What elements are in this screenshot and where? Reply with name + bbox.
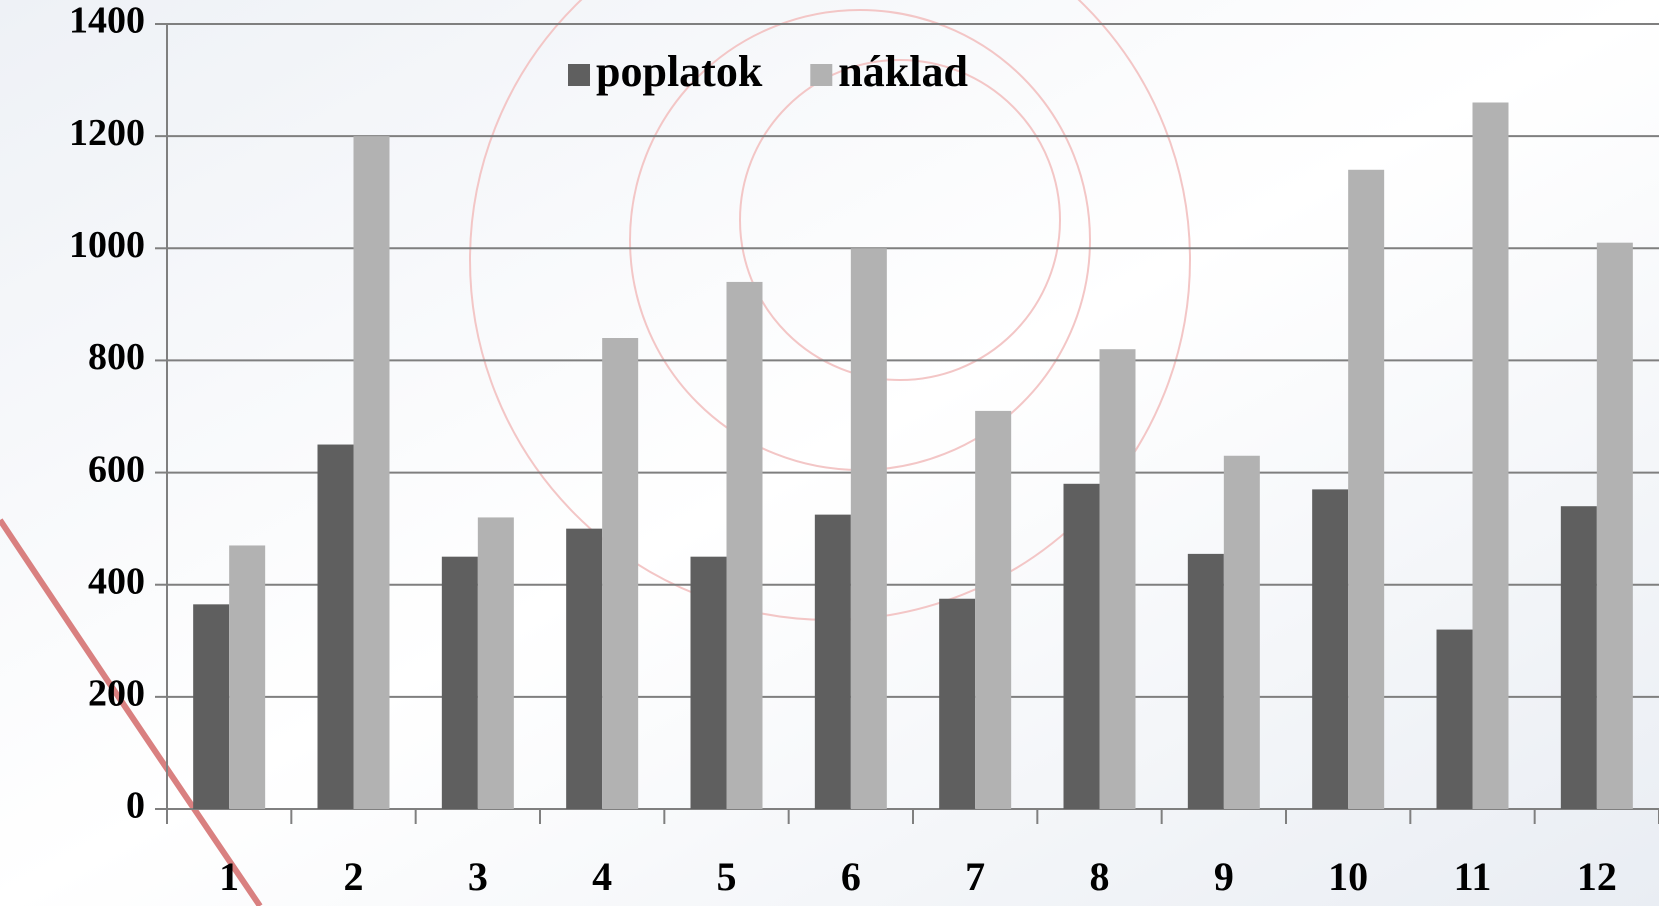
bar xyxy=(566,528,603,809)
y-tick-label: 1200 xyxy=(69,112,145,154)
y-tick-label: 0 xyxy=(126,785,145,827)
bar xyxy=(602,338,639,809)
bar xyxy=(814,514,851,809)
x-tick-label: 5 xyxy=(717,854,737,899)
bar xyxy=(1348,169,1385,810)
bar xyxy=(1560,506,1597,809)
legend-swatch xyxy=(568,64,590,86)
bar xyxy=(690,556,727,809)
bar xyxy=(939,598,976,809)
bar xyxy=(1596,242,1633,809)
x-tick-label: 9 xyxy=(1214,854,1234,899)
bar xyxy=(1099,349,1136,809)
bar xyxy=(193,604,230,809)
x-tick-label: 2 xyxy=(344,854,364,899)
x-tick-label: 12 xyxy=(1577,854,1617,899)
legend-label: poplatok xyxy=(596,47,763,96)
x-tick-label: 6 xyxy=(841,854,861,899)
bar xyxy=(441,556,478,809)
bar xyxy=(477,517,514,809)
bar xyxy=(726,281,763,809)
legend-swatch xyxy=(810,64,833,86)
legend: poplatok náklad xyxy=(568,47,968,96)
x-tick-label: 10 xyxy=(1328,854,1368,899)
bar xyxy=(1472,102,1509,809)
bar xyxy=(1436,629,1473,809)
y-tick-label: 200 xyxy=(88,673,145,715)
y-tick-label: 600 xyxy=(88,448,145,490)
bar xyxy=(850,248,887,810)
bar xyxy=(353,136,390,810)
bar xyxy=(1223,455,1260,809)
y-tick-label: 800 xyxy=(88,336,145,378)
x-tick-label: 4 xyxy=(592,854,612,899)
y-tick-label: 1400 xyxy=(69,0,145,42)
y-tick-label: 400 xyxy=(88,560,145,602)
x-tick-label: 3 xyxy=(468,854,488,899)
bar xyxy=(1063,483,1100,809)
x-tick-label: 11 xyxy=(1454,854,1492,899)
bar xyxy=(1312,489,1349,809)
x-tick-label: 7 xyxy=(965,854,985,899)
bar xyxy=(1187,553,1224,809)
x-tick-label: 1 xyxy=(219,854,239,899)
x-tick-label: 8 xyxy=(1090,854,1110,899)
y-tick-label: 1000 xyxy=(69,224,145,266)
bar xyxy=(229,545,266,809)
legend-label: náklad xyxy=(838,47,968,96)
bar xyxy=(317,444,354,809)
bar xyxy=(975,410,1012,809)
